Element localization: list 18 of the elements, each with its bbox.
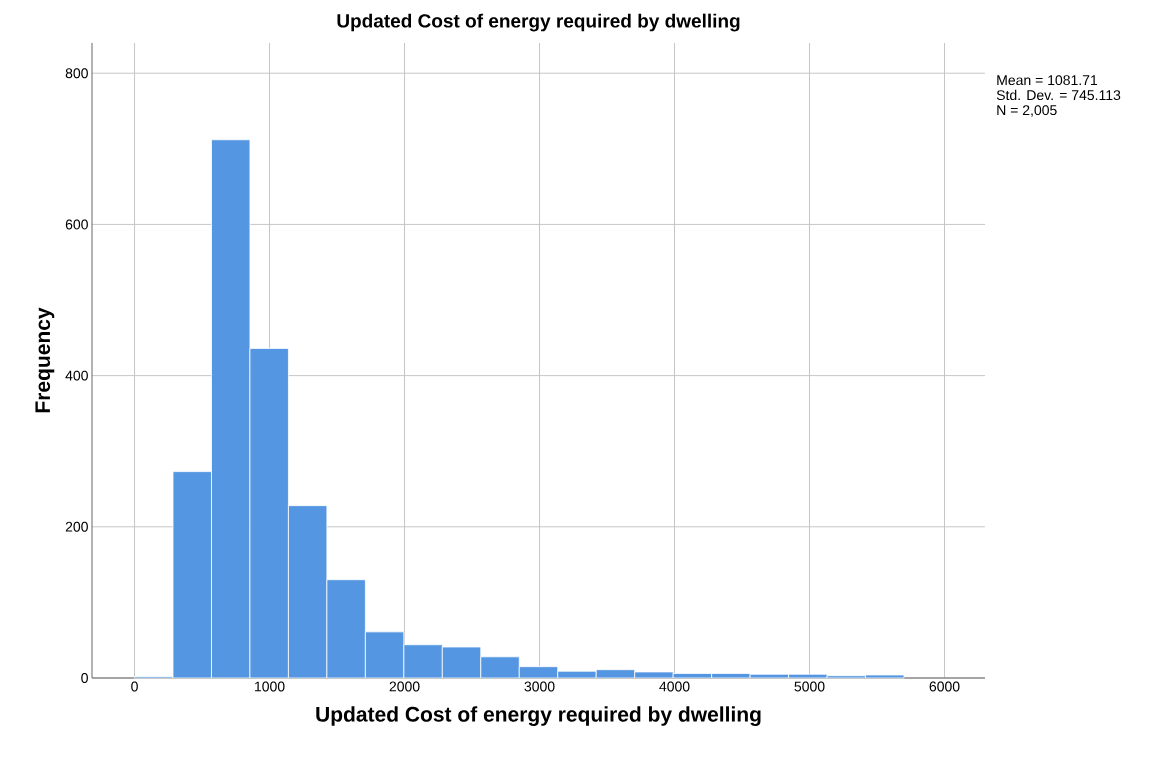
x-tick-label: 1000 [255, 681, 285, 692]
y-tick-label: 400 [65, 370, 88, 381]
y-tick-label: 200 [65, 521, 88, 532]
text: N = 2,005 [997, 105, 1057, 117]
chart-title: Updated Cost of energy required by dwelling [337, 13, 740, 32]
y-tick-label: 600 [65, 219, 88, 230]
x-tick-label: 2000 [389, 681, 420, 692]
y-tick-label: 0 [81, 673, 88, 683]
x-tick-label: 6000 [929, 681, 960, 692]
y-axis-title: Frequency [35, 307, 55, 413]
x-tick-label: 0 [131, 681, 138, 692]
x-axis-title: Updated Cost of energy required by dwelling [316, 706, 761, 726]
text: Mean = 1081.71 [997, 75, 1098, 86]
y-tick-label: 800 [65, 68, 88, 79]
x-tick-label: 3000 [524, 681, 555, 692]
x-tick-label: 4000 [659, 681, 690, 692]
x-tick-label: 5000 [794, 681, 825, 692]
text: Std. Dev. = 745.113 [996, 89, 1121, 101]
